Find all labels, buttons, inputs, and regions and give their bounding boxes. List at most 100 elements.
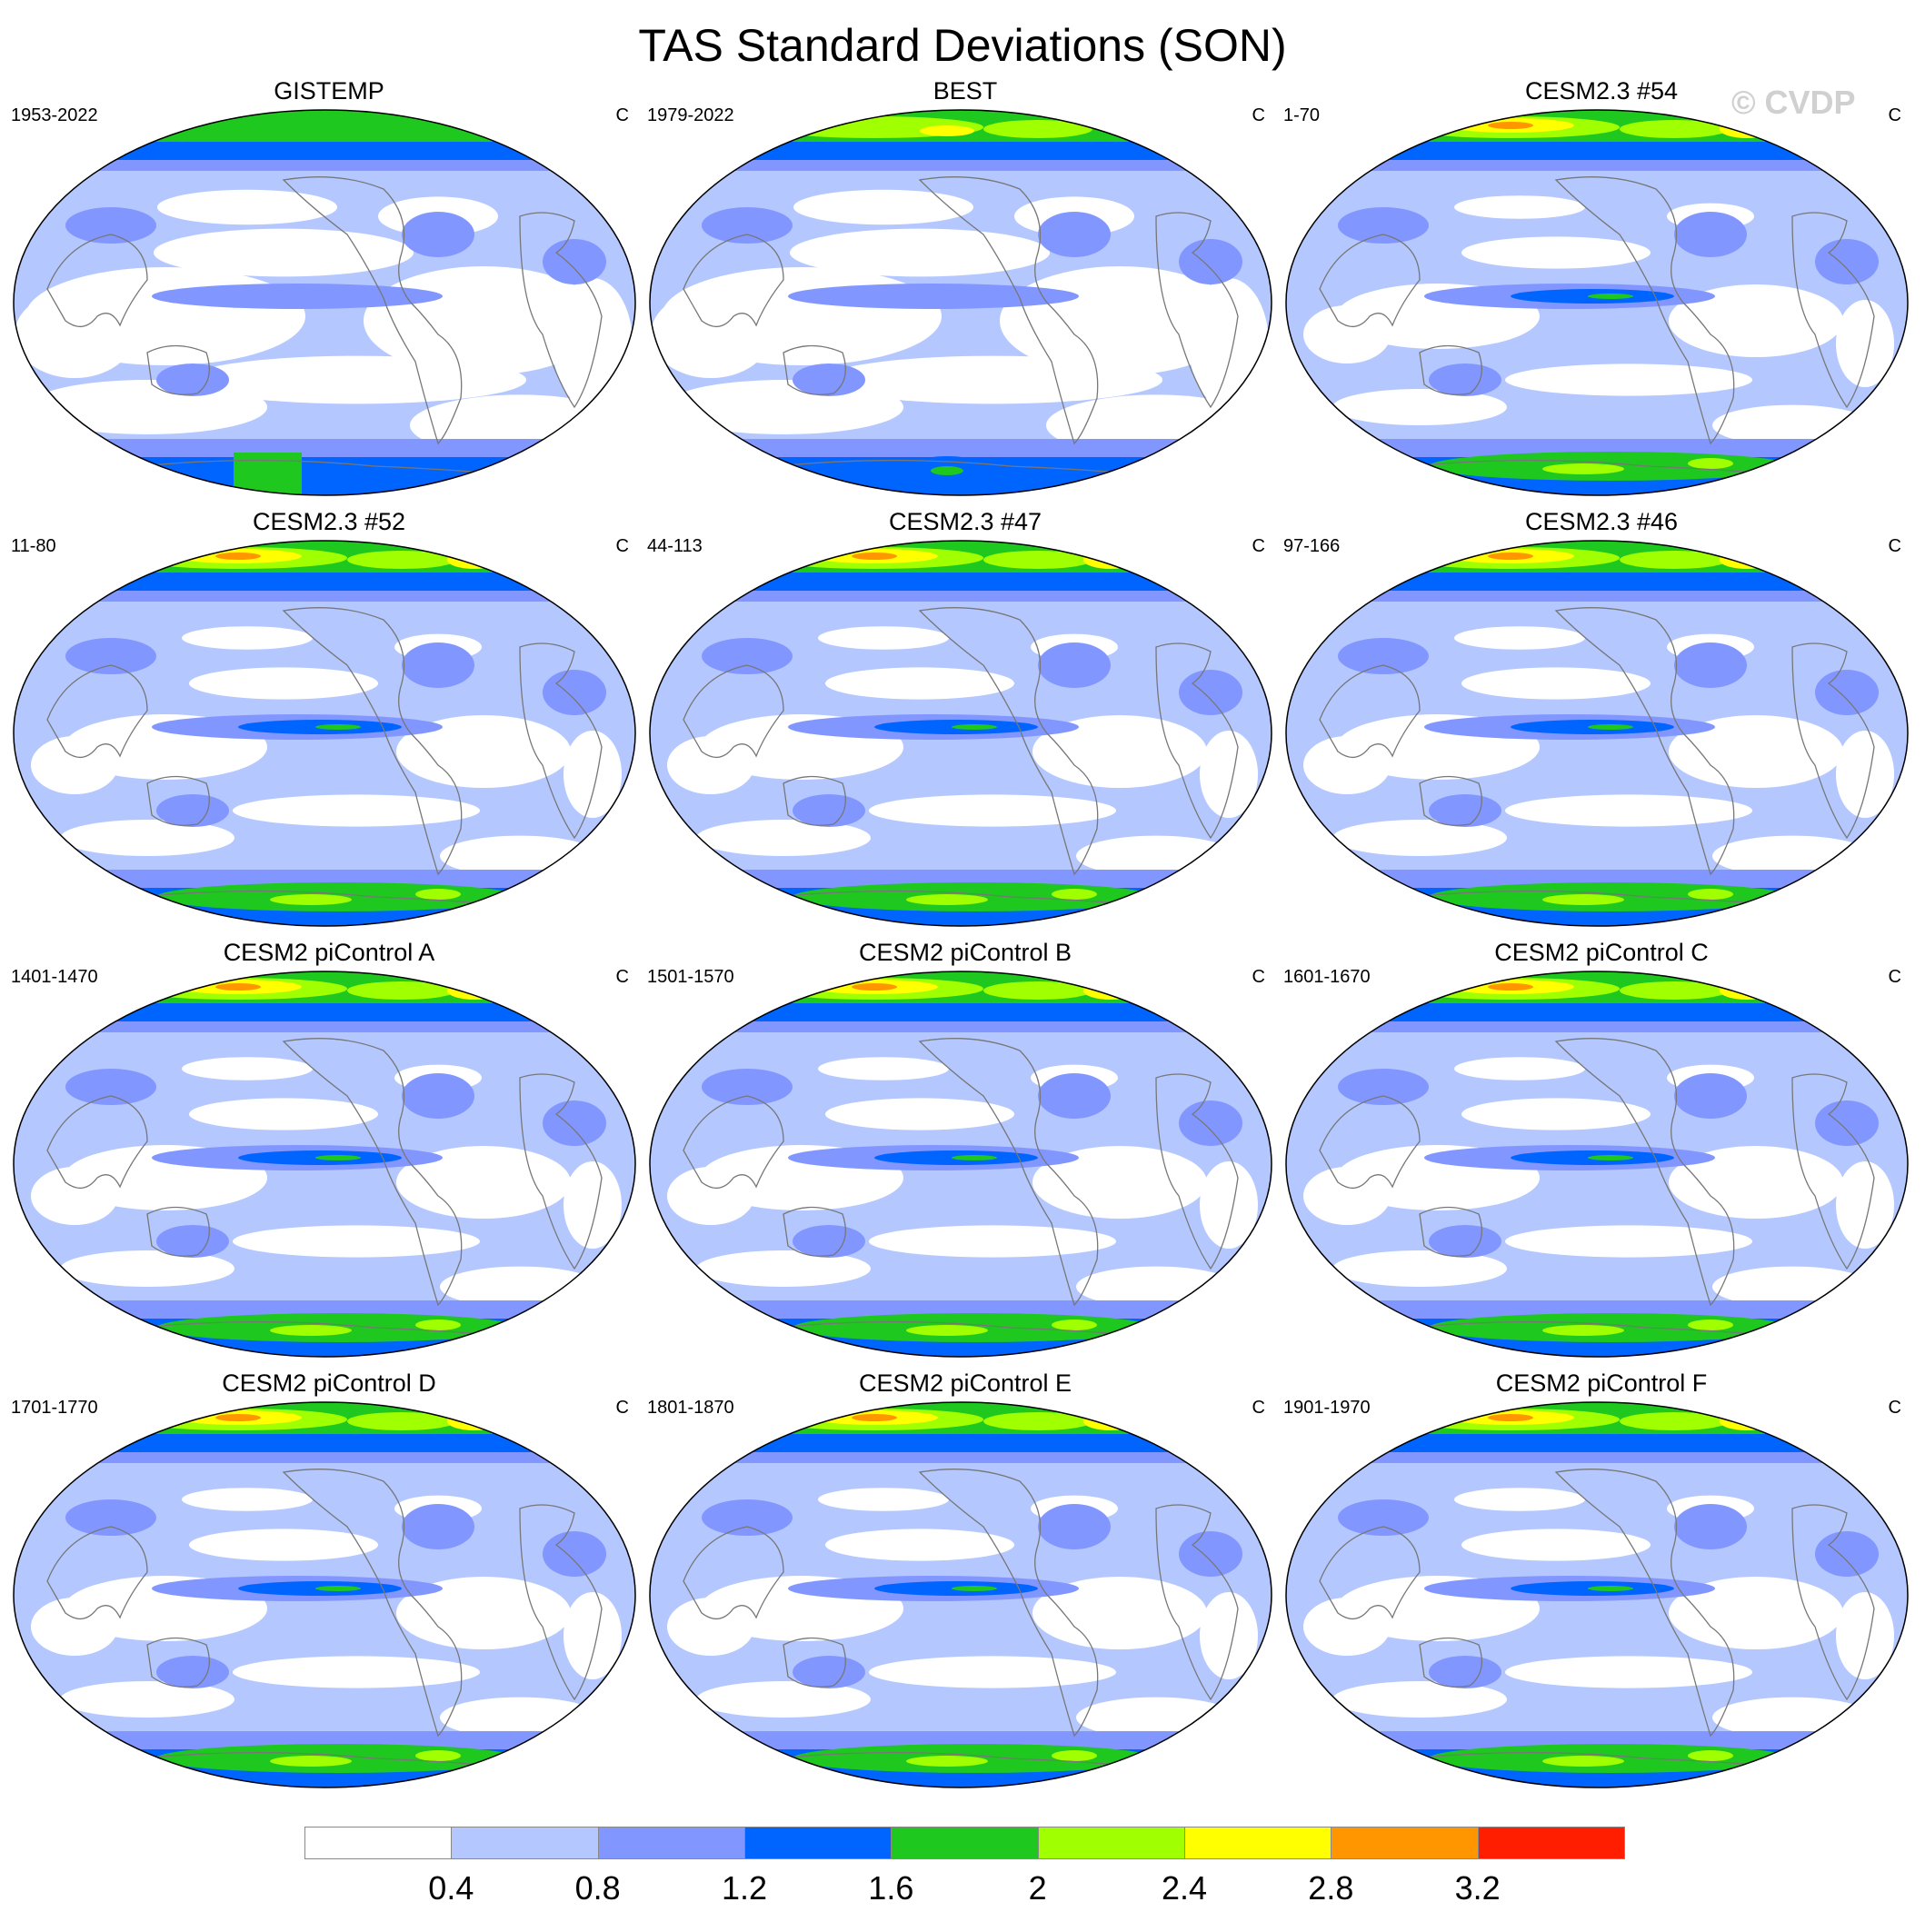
coastline bbox=[282, 607, 463, 876]
land-variance-patch bbox=[1429, 794, 1501, 827]
colorbar-swatch bbox=[1037, 1827, 1185, 1859]
map-projection bbox=[1285, 1401, 1909, 1788]
coastline bbox=[146, 344, 210, 395]
land-variance-patch bbox=[543, 1531, 606, 1577]
low-variance-region bbox=[1303, 1598, 1391, 1656]
land-variance-patch bbox=[1815, 1531, 1879, 1577]
arctic-max bbox=[1734, 1412, 1760, 1423]
map-outline bbox=[13, 109, 636, 496]
map-panel: CESM2 piControl A 1401-1470 C bbox=[11, 938, 647, 1365]
low-variance-region bbox=[396, 1577, 571, 1649]
map-outline bbox=[1285, 540, 1909, 927]
arctic-max bbox=[767, 978, 800, 989]
land-variance-patch bbox=[1429, 1656, 1501, 1688]
coastline bbox=[1419, 1206, 1482, 1257]
coastline bbox=[683, 664, 784, 758]
panel-units: C bbox=[1888, 967, 1901, 987]
low-variance-region bbox=[189, 1529, 378, 1561]
map-panel: CESM2 piControl E 1801-1870 C bbox=[647, 1369, 1283, 1796]
map-outline bbox=[1285, 1401, 1909, 1788]
antarctic-core bbox=[1688, 889, 1733, 900]
land-variance-patch bbox=[1179, 1531, 1242, 1577]
low-variance-region bbox=[60, 1681, 234, 1718]
low-variance-region bbox=[1836, 1592, 1894, 1679]
land-variance-patch bbox=[65, 1069, 156, 1105]
arctic-max bbox=[1403, 116, 1436, 127]
panel-years: 1401-1470 bbox=[11, 967, 98, 987]
arctic-peak bbox=[1083, 981, 1138, 1000]
arctic-peak bbox=[1488, 122, 1533, 129]
low-variance-region bbox=[696, 820, 871, 856]
arctic-max bbox=[131, 547, 164, 558]
low-variance-region bbox=[154, 228, 414, 277]
map-outline bbox=[13, 540, 636, 927]
land-variance-patch bbox=[1179, 239, 1242, 284]
arctic-peak bbox=[1083, 1412, 1138, 1430]
colorbar-swatch bbox=[1477, 1827, 1625, 1859]
coastline bbox=[783, 1206, 846, 1257]
coastline bbox=[783, 1637, 846, 1688]
arctic-core bbox=[983, 981, 1092, 1000]
panel-units: C bbox=[615, 1398, 629, 1418]
low-variance-region bbox=[651, 291, 771, 378]
antarctic-core bbox=[1542, 894, 1624, 905]
panel-units: C bbox=[615, 536, 629, 556]
coastline bbox=[1419, 1637, 1482, 1688]
antarctic-core bbox=[1688, 1750, 1733, 1761]
enso-tongue-peak bbox=[1588, 1586, 1633, 1591]
low-variance-region bbox=[157, 189, 337, 225]
land-variance-patch bbox=[1338, 1499, 1429, 1536]
coastline bbox=[1155, 1504, 1239, 1701]
map-projection bbox=[1285, 540, 1909, 927]
land-variance-patch bbox=[1179, 1100, 1242, 1146]
land-variance-patch bbox=[1815, 670, 1879, 715]
map-panel: CESM2 piControl B 1501-1570 C bbox=[647, 938, 1283, 1365]
low-variance-region bbox=[1669, 1577, 1843, 1649]
low-variance-region bbox=[1836, 731, 1894, 818]
panel-years: 1901-1970 bbox=[1283, 1398, 1371, 1418]
low-variance-region bbox=[564, 1592, 622, 1679]
low-variance-region bbox=[1200, 731, 1258, 818]
low-variance-region bbox=[667, 1598, 754, 1656]
land-variance-patch bbox=[793, 1225, 865, 1258]
land-variance-patch bbox=[1429, 363, 1501, 396]
panel-units: C bbox=[615, 967, 629, 987]
antarctic-core bbox=[1052, 1320, 1097, 1330]
low-variance-region bbox=[60, 1250, 234, 1287]
colorbar-tick-label: 0.4 bbox=[428, 1869, 474, 1907]
coastline bbox=[1419, 344, 1482, 395]
low-variance-region bbox=[1505, 363, 1752, 396]
coastline bbox=[683, 234, 784, 327]
arctic-peak bbox=[1720, 551, 1774, 569]
land-variance-patch bbox=[1338, 638, 1429, 674]
arctic-peak bbox=[447, 551, 502, 569]
arctic-max bbox=[1403, 547, 1436, 558]
arctic-peak bbox=[447, 1412, 502, 1430]
low-variance-region bbox=[667, 1167, 754, 1225]
low-variance-region bbox=[1200, 1161, 1258, 1249]
map-panel: CESM2.3 #52 11-80 C bbox=[11, 507, 647, 934]
low-variance-region bbox=[1505, 1225, 1752, 1258]
arctic-peak bbox=[1720, 981, 1774, 1000]
coastline bbox=[783, 775, 846, 826]
arctic-core bbox=[1620, 981, 1729, 1000]
map-panel: CESM2.3 #54 1-70 C bbox=[1283, 76, 1920, 503]
land-variance-patch bbox=[1815, 239, 1879, 284]
land-variance-patch bbox=[702, 1499, 793, 1536]
map-projection bbox=[13, 109, 636, 496]
low-variance-region bbox=[825, 1098, 1014, 1130]
enso-tongue-peak bbox=[315, 724, 361, 730]
map-projection bbox=[649, 971, 1272, 1358]
land-variance-patch bbox=[1674, 212, 1747, 257]
colorbar-tick-label: 0.8 bbox=[574, 1869, 621, 1907]
panel-units: C bbox=[1888, 536, 1901, 556]
coastline bbox=[1319, 234, 1421, 327]
low-variance-region bbox=[1032, 1146, 1207, 1219]
antarctic-band-high bbox=[14, 457, 635, 495]
low-variance-region bbox=[1454, 1057, 1585, 1081]
antarctic-core bbox=[270, 1756, 352, 1767]
low-variance-region bbox=[15, 291, 135, 378]
land-variance-patch bbox=[1674, 1504, 1747, 1549]
colorbar-swatch bbox=[597, 1827, 745, 1859]
panel-title: CESM2.3 #54 bbox=[1524, 77, 1679, 105]
